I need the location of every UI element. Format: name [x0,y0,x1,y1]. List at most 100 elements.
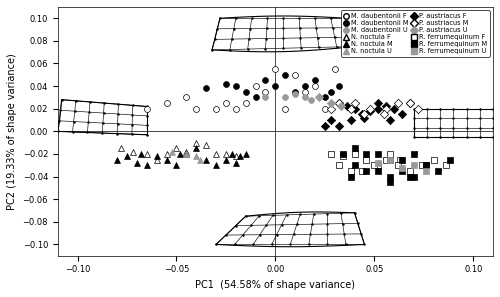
Point [398,112,406,117]
Point [232,161,240,165]
Point [129,149,137,154]
Point [321,106,329,111]
Point [262,78,270,83]
Point [172,146,180,151]
Point [272,67,280,72]
Point [172,163,180,168]
Point [212,151,220,156]
Point [334,101,342,105]
Point [315,95,323,100]
Point [222,81,230,86]
Point [196,157,204,162]
Point [374,163,382,168]
Point [331,67,339,72]
Point [242,151,250,156]
Point [168,149,176,154]
Point [327,151,335,156]
Point [182,151,190,156]
Point [374,161,382,165]
Point [334,101,342,105]
Point [117,146,125,151]
Point [410,174,418,179]
Point [380,112,388,117]
Point [406,169,414,173]
Point [272,84,280,89]
Point [442,163,450,168]
Point [202,86,210,91]
Point [192,106,200,111]
Point [327,118,335,122]
Point [202,143,210,147]
Point [301,84,309,89]
Point [252,84,260,89]
Point [334,123,342,128]
Point [311,84,319,89]
Point [143,151,151,156]
Point [192,146,200,151]
Point [176,151,184,156]
Point [394,101,402,105]
Point [212,163,220,168]
Point [374,151,382,156]
Point [152,154,160,159]
Point [192,140,200,145]
Point [232,84,240,89]
Point [321,95,329,100]
Point [398,169,406,173]
Point [446,157,454,162]
Point [162,101,170,105]
Y-axis label: PC2 (19.33% of shape variance): PC2 (19.33% of shape variance) [7,53,17,210]
Legend: M. daubentonii F, M. daubentonii M, M. daubentonii U, N. noctula F, N. noctula M: M. daubentonii F, M. daubentonii M, M. d… [341,10,490,57]
Point [370,163,378,168]
Point [336,104,344,109]
Point [162,157,170,162]
Point [422,169,430,173]
Point [202,157,210,162]
Point [346,118,354,122]
Point [350,101,358,105]
Point [398,165,406,170]
Point [396,157,404,162]
Point [374,101,382,105]
Point [192,154,200,159]
Point [362,157,370,162]
Point [398,157,406,162]
Point [360,112,368,117]
Point [182,151,190,156]
Point [358,112,366,117]
Point [342,104,350,109]
Point [422,163,430,168]
Point [410,163,418,168]
Point [422,163,430,168]
Point [311,78,319,83]
Point [334,163,342,168]
X-axis label: PC1  (54.58% of shape variance): PC1 (54.58% of shape variance) [196,280,356,290]
Point [362,169,370,173]
Point [236,154,244,159]
Point [282,72,290,77]
Point [291,72,299,77]
Point [434,169,442,173]
Point [350,146,358,151]
Point [143,163,151,168]
Point [350,151,358,156]
Point [374,169,382,173]
Point [291,92,299,97]
Point [346,106,354,111]
Point [374,106,382,111]
Point [406,101,414,105]
Point [152,157,160,162]
Point [338,151,346,156]
Point [123,154,131,159]
Point [162,151,170,156]
Point [307,97,315,102]
Point [394,163,402,168]
Point [232,106,240,111]
Point [232,154,240,159]
Point [430,157,438,162]
Point [386,180,394,185]
Point [282,106,290,111]
Point [406,101,414,105]
Point [282,95,290,100]
Point [143,106,151,111]
